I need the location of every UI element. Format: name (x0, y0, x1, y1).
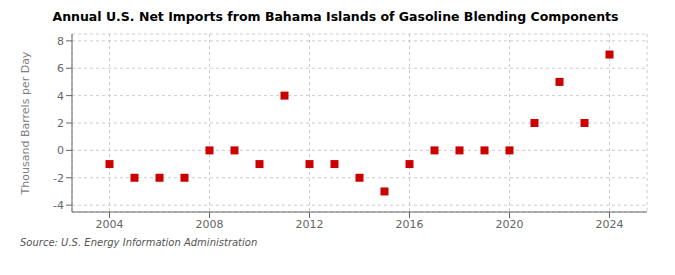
svg-text:2020: 2020 (496, 218, 524, 231)
html-text:Annual U.S. Net Imports from B: Annual U.S. Net Imports from Bahama Isla… (52, 9, 619, 24)
svg-text:0: 0 (57, 144, 64, 157)
svg-text:6: 6 (57, 62, 64, 75)
svg-text:2: 2 (57, 117, 64, 130)
svg-text:-2: -2 (53, 172, 64, 185)
svg-text:2016: 2016 (396, 218, 424, 231)
html-text:Source: U.S. Energy Informatio: Source: U.S. Energy Information Administ… (20, 237, 258, 248)
svg-text:2024: 2024 (596, 218, 624, 231)
svg-text:2012: 2012 (296, 218, 324, 231)
svg-text:-4: -4 (53, 199, 64, 212)
svg-text:Thousand Barrels per Day: Thousand Barrels per Day (19, 51, 32, 195)
svg-text:8: 8 (57, 35, 64, 48)
svg-text:2004: 2004 (96, 218, 124, 231)
svg-text:2008: 2008 (196, 218, 224, 231)
svg-text:4: 4 (57, 90, 64, 103)
